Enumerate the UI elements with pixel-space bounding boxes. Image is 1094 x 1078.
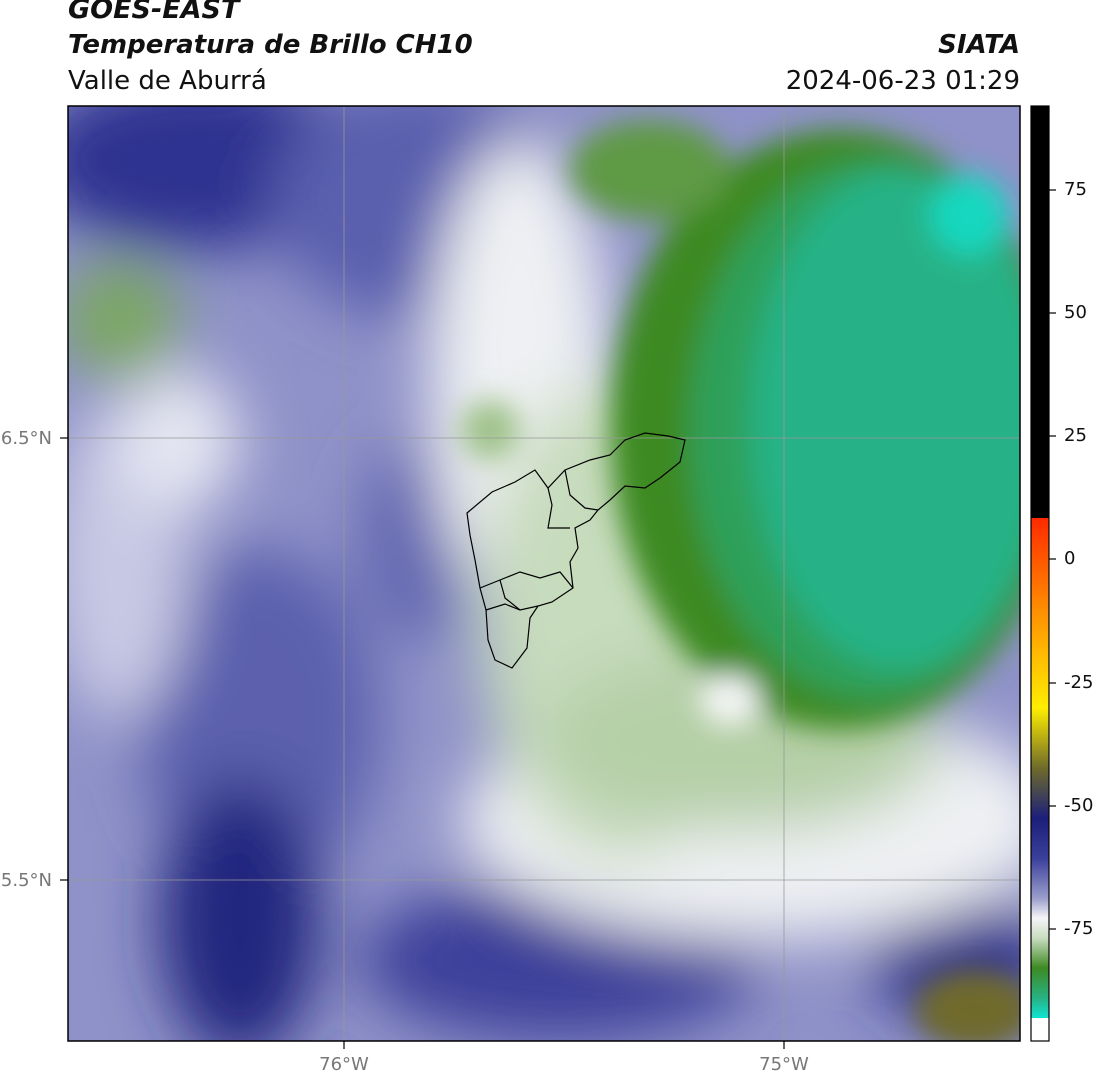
colorbar-tick-label: 75 xyxy=(1064,179,1087,200)
colorbar-frame xyxy=(1030,105,1050,1042)
colorbar xyxy=(1030,105,1056,1042)
colorbar-gradient xyxy=(1031,518,1049,1018)
lat-label-5-5n: 5.5°N xyxy=(0,870,52,891)
organization-label: SIATA xyxy=(938,30,1020,60)
colorbar-tick-label: -25 xyxy=(1064,672,1094,693)
colorbar-tick-label: -75 xyxy=(1064,918,1094,939)
satellite-title: GOES-EAST xyxy=(68,0,240,25)
valle-de-aburra-boundary xyxy=(466,432,686,669)
map-frame xyxy=(67,105,1021,1042)
temperature-field xyxy=(68,106,1020,1041)
lon-label-76w: 76°W xyxy=(319,1054,369,1075)
colorbar-tick-label: 25 xyxy=(1064,425,1087,446)
lat-label-6-5n: 6.5°N xyxy=(0,428,52,449)
colorbar-white-segment xyxy=(1031,1018,1049,1041)
region-subtitle: Valle de Aburrá xyxy=(68,66,267,96)
colorbar-tick-label: 0 xyxy=(1064,548,1076,569)
timestamp-label: 2024-06-23 01:29 xyxy=(785,66,1020,96)
colorbar-black-segment xyxy=(1031,106,1049,518)
lon-label-75w: 75°W xyxy=(759,1054,809,1075)
lat-ticks xyxy=(60,437,785,1049)
product-title: Temperatura de Brillo CH10 xyxy=(68,30,473,60)
colorbar-tick-label: 50 xyxy=(1064,302,1087,323)
colorbar-tick-label: -50 xyxy=(1064,795,1094,816)
